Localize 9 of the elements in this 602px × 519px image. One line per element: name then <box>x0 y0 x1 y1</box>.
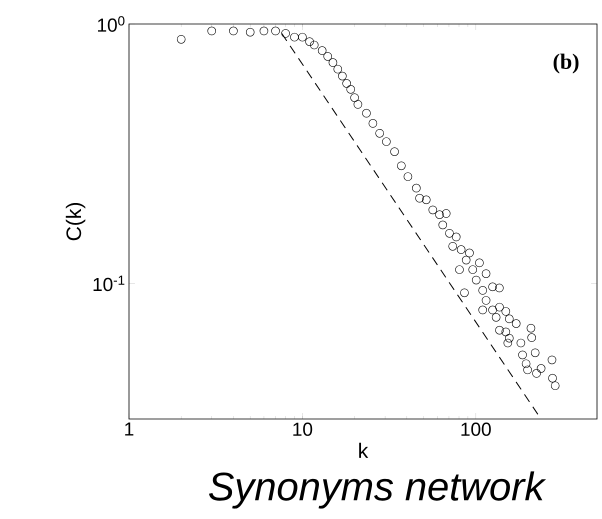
x-tick-label: 100 <box>461 422 491 436</box>
y-axis-title: C(k) <box>66 203 86 240</box>
y-tick-label: 10$^{0}$ <box>98 16 124 32</box>
text: Synonyms network <box>208 471 546 509</box>
annotation: (b) <box>554 54 578 74</box>
x-tick-label: 1 <box>125 422 134 436</box>
y-tick-label: 10$^{-1}$ <box>94 276 124 292</box>
x-tick-label: 10 <box>293 422 312 436</box>
x-axis-title: k <box>359 442 368 458</box>
